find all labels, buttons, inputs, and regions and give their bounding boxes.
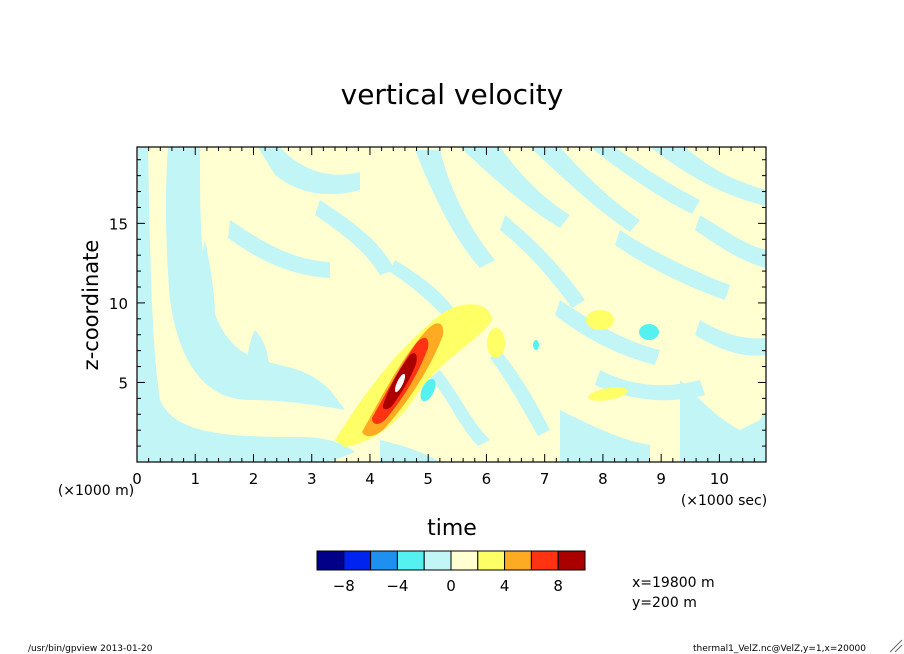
neg-band bbox=[500, 215, 585, 308]
colorbar-swatch bbox=[530, 550, 559, 571]
neg-band bbox=[430, 370, 490, 446]
chart-title: vertical velocity bbox=[341, 78, 564, 111]
annotation-y: y=200 m bbox=[632, 595, 697, 611]
colorbar-tick-label: 0 bbox=[446, 577, 456, 595]
neg-band bbox=[460, 147, 570, 228]
neg-band bbox=[490, 350, 550, 436]
neg-band bbox=[615, 230, 730, 300]
x-tick-label: 1 bbox=[190, 470, 200, 488]
colorbar-swatch bbox=[423, 550, 452, 571]
colorbar-swatch bbox=[343, 550, 372, 571]
neg-band bbox=[555, 300, 660, 365]
x-tick-label: 5 bbox=[423, 470, 433, 488]
x-tick-label: 7 bbox=[540, 470, 550, 488]
colorbar-swatch bbox=[477, 550, 506, 571]
y-tick-label: 5 bbox=[118, 374, 128, 392]
x-axis-units: (×1000 sec) bbox=[681, 493, 767, 509]
neg-band bbox=[380, 440, 440, 462]
x-tick-labels: 0 1 2 3 4 5 6 7 8 9 10 bbox=[132, 470, 729, 488]
neg-band bbox=[390, 260, 455, 318]
negative-bands bbox=[137, 147, 766, 462]
neg-band bbox=[258, 147, 360, 195]
neg-band bbox=[137, 147, 355, 462]
y-tick-label: 10 bbox=[109, 295, 128, 313]
colorbar-swatch bbox=[396, 550, 425, 571]
x-tick-label: 10 bbox=[710, 470, 729, 488]
colorbar-swatch bbox=[316, 550, 345, 571]
tick-marks bbox=[136, 147, 767, 463]
x-tick-label: 3 bbox=[307, 470, 317, 488]
contour-over-10 bbox=[394, 373, 406, 393]
colorbar-tick-labels: −8 −4 0 4 8 bbox=[333, 577, 563, 595]
negative-cores bbox=[420, 324, 659, 402]
x-tick-label: 4 bbox=[365, 470, 375, 488]
contour-field bbox=[137, 147, 766, 462]
resize-grip-icon[interactable] bbox=[889, 639, 903, 653]
neg-band bbox=[650, 147, 766, 206]
neg-band bbox=[695, 320, 766, 356]
pos-cell bbox=[588, 387, 628, 401]
colorbar bbox=[316, 550, 586, 571]
neg-band bbox=[590, 147, 700, 214]
neg-band bbox=[228, 220, 330, 278]
x-axis-label: time bbox=[427, 516, 477, 541]
colorbar-swatch bbox=[557, 550, 586, 571]
pos-cell bbox=[487, 328, 505, 358]
x-tick-label: 8 bbox=[598, 470, 608, 488]
annotation-x: x=19800 m bbox=[632, 575, 715, 591]
footer-left: /usr/bin/gpview 2013-01-20 bbox=[28, 644, 153, 654]
colorbar-swatch bbox=[370, 550, 398, 571]
x-tick-label: 2 bbox=[249, 470, 259, 488]
colorbar-tick-label: −8 bbox=[333, 577, 355, 595]
neg-band bbox=[415, 150, 495, 268]
neg-band bbox=[680, 380, 766, 462]
y-axis-label: z-coordinate bbox=[79, 240, 103, 371]
neg-core bbox=[533, 340, 539, 350]
y-axis-units: (×1000 m) bbox=[58, 483, 134, 499]
y-tick-label: 15 bbox=[109, 215, 128, 233]
neg-core bbox=[639, 324, 659, 340]
neg-band bbox=[198, 240, 216, 360]
neg-core bbox=[420, 378, 436, 402]
neg-band bbox=[695, 215, 766, 268]
colorbar-tick-label: 8 bbox=[553, 577, 563, 595]
neg-band bbox=[246, 330, 270, 400]
pos-cell bbox=[586, 310, 614, 330]
neg-band bbox=[530, 147, 640, 232]
footer-right: thermal1_VelZ.nc@VelZ,y=1,x=20000 bbox=[693, 644, 866, 654]
colorbar-tick-label: 4 bbox=[500, 577, 510, 595]
y-tick-labels: 5 10 15 bbox=[109, 215, 128, 392]
x-tick-label: 9 bbox=[656, 470, 666, 488]
colorbar-swatch bbox=[450, 550, 479, 571]
x-tick-label: 0 bbox=[132, 470, 142, 488]
colorbar-tick-label: −4 bbox=[386, 577, 408, 595]
neg-band bbox=[315, 200, 395, 275]
colorbar-swatch bbox=[504, 550, 532, 571]
x-tick-label: 6 bbox=[482, 470, 492, 488]
neg-band bbox=[560, 410, 650, 462]
